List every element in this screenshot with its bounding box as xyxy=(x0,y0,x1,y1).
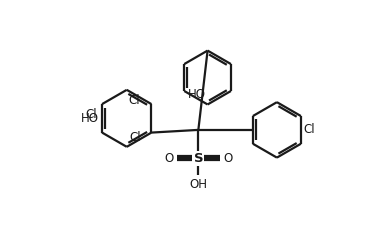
Text: O: O xyxy=(164,152,174,165)
Text: HO: HO xyxy=(188,88,206,101)
Text: Cl: Cl xyxy=(128,94,140,107)
Text: Cl: Cl xyxy=(303,123,315,136)
Text: O: O xyxy=(223,152,232,165)
Text: HO: HO xyxy=(81,112,99,125)
Text: Cl: Cl xyxy=(129,131,141,144)
Text: Cl: Cl xyxy=(86,108,97,121)
Text: OH: OH xyxy=(189,178,207,191)
Text: S: S xyxy=(193,152,203,165)
